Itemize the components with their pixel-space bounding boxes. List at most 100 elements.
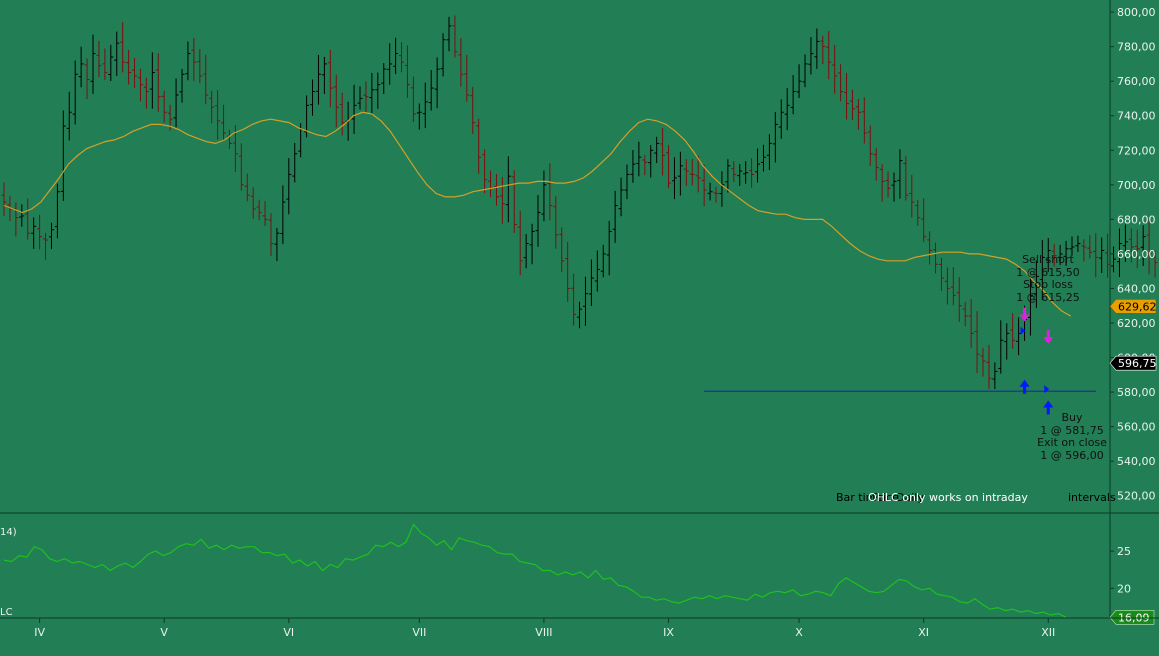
ohlc-bar <box>327 49 333 108</box>
price-pane[interactable] <box>1 15 1159 415</box>
ohlc-bar <box>120 22 126 73</box>
ohlc-bar <box>553 196 559 249</box>
ohlc-bar <box>980 348 986 377</box>
ohlc-bar <box>215 90 221 140</box>
time-tick-label: IV <box>34 626 45 639</box>
ohlc-bar <box>760 144 766 172</box>
price-tick-label: 640,00 <box>1117 282 1156 295</box>
price-axis: 520,00540,00560,00580,00600,00620,00640,… <box>1110 6 1156 503</box>
price-tick-label: 680,00 <box>1117 213 1156 226</box>
ohlc-bar <box>666 145 672 189</box>
ohlc-bar <box>671 157 677 200</box>
price-tick-label: 780,00 <box>1117 41 1156 54</box>
ohlc-bar <box>802 54 808 88</box>
ohlc-bar <box>1087 235 1093 259</box>
daily-label: Daily <box>896 491 924 504</box>
ohlc-bar <box>950 267 956 306</box>
ohlc-bar <box>998 320 1004 374</box>
ohlc-bar <box>909 174 915 218</box>
ohlc-bar <box>820 35 826 65</box>
ohlc-bar <box>280 185 286 244</box>
ohlc-bar <box>933 242 939 274</box>
price-tick-label: 760,00 <box>1117 75 1156 88</box>
ohlc-bar <box>838 64 844 102</box>
ohlc-bar <box>137 68 143 102</box>
ohlc-bar <box>48 222 54 249</box>
time-tick-label: X <box>795 626 803 639</box>
ohlc-bar <box>915 200 921 226</box>
ohlc-bar <box>968 299 974 348</box>
ohlc-bar <box>944 267 950 305</box>
price-tick-label: 540,00 <box>1117 455 1156 468</box>
time-tick-label: V <box>160 626 168 639</box>
ohlc-bar <box>577 301 583 329</box>
ohlc-bar <box>1051 243 1057 267</box>
indicator-title: 14) <box>0 527 17 538</box>
ohlc-bar <box>90 34 96 94</box>
ohlc-bar <box>749 158 755 188</box>
ohlc-bar <box>221 104 227 141</box>
ohlc-bar <box>357 86 363 110</box>
ohlc-bar <box>375 72 381 109</box>
ohlc-bar <box>547 163 553 221</box>
ohlc-bar <box>209 90 215 124</box>
ohlc-bar <box>778 99 784 139</box>
ohlc-bar <box>1057 244 1063 266</box>
ohlc-bar <box>66 91 72 141</box>
exit-price-label: 1 @ 596,00 <box>1040 449 1103 462</box>
ohlc-bar <box>796 64 802 99</box>
ohlc-bar <box>339 92 345 136</box>
ohlc-bar <box>1027 278 1033 336</box>
ohlc-bar <box>1081 239 1087 262</box>
ohlc-bar <box>244 173 250 202</box>
ohlc-bar <box>434 57 440 109</box>
ohlc-bar <box>784 88 790 131</box>
ohlc-bar <box>529 223 535 265</box>
ohlc-bar <box>191 37 197 81</box>
indicator-source-label: LC <box>0 607 13 618</box>
ohlc-bar <box>387 43 393 85</box>
ma-value-badge: 629,62 <box>1109 299 1157 314</box>
ohlc-bar <box>446 16 452 52</box>
price-tick-label: 740,00 <box>1117 110 1156 123</box>
ohlc-bar <box>511 170 517 233</box>
ohlc-bar <box>642 154 648 176</box>
time-tick-label: XII <box>1041 626 1055 639</box>
price-tick-label: 580,00 <box>1117 386 1156 399</box>
ohlc-bar <box>203 54 209 105</box>
ohlc-bar <box>410 76 416 123</box>
indicator-pane[interactable] <box>3 523 1067 618</box>
ohlc-bar <box>102 48 108 80</box>
ohlc-bar <box>452 15 458 58</box>
ohlc-bar <box>43 232 49 260</box>
time-tick-label: XI <box>918 626 929 639</box>
ohlc-bar <box>458 38 464 87</box>
ohlc-bar <box>689 159 695 186</box>
ohlc-bar <box>1045 237 1051 273</box>
ohlc-bar <box>992 362 998 390</box>
indicator-tick-label: 20 <box>1117 582 1131 595</box>
ohlc-bar <box>84 58 90 100</box>
ohlc-bar <box>903 156 909 201</box>
ohlc-bar <box>464 54 470 102</box>
ohlc-bar <box>849 89 855 120</box>
ohlc-bar <box>921 198 927 243</box>
ohlc-bar <box>19 204 25 227</box>
ohlc-bar <box>986 344 992 389</box>
ohlc-bar <box>363 81 369 113</box>
ohlc-bar <box>155 53 161 112</box>
ohlc-bar <box>636 141 642 177</box>
ohlc-bar <box>1 182 7 216</box>
ohlc-bar <box>755 148 761 183</box>
entry-marker-icon <box>1020 326 1026 335</box>
ohlc-bar <box>707 182 713 201</box>
ohlc-bar <box>541 170 547 222</box>
ohlc-bar <box>826 31 832 80</box>
ohlc-bar <box>185 41 191 81</box>
ohlc-bar <box>648 145 654 178</box>
ohlc-bar <box>725 159 731 193</box>
price-tick-label: 800,00 <box>1117 6 1156 19</box>
ohlc-bar <box>315 55 321 105</box>
ohlc-bar <box>1140 225 1146 266</box>
